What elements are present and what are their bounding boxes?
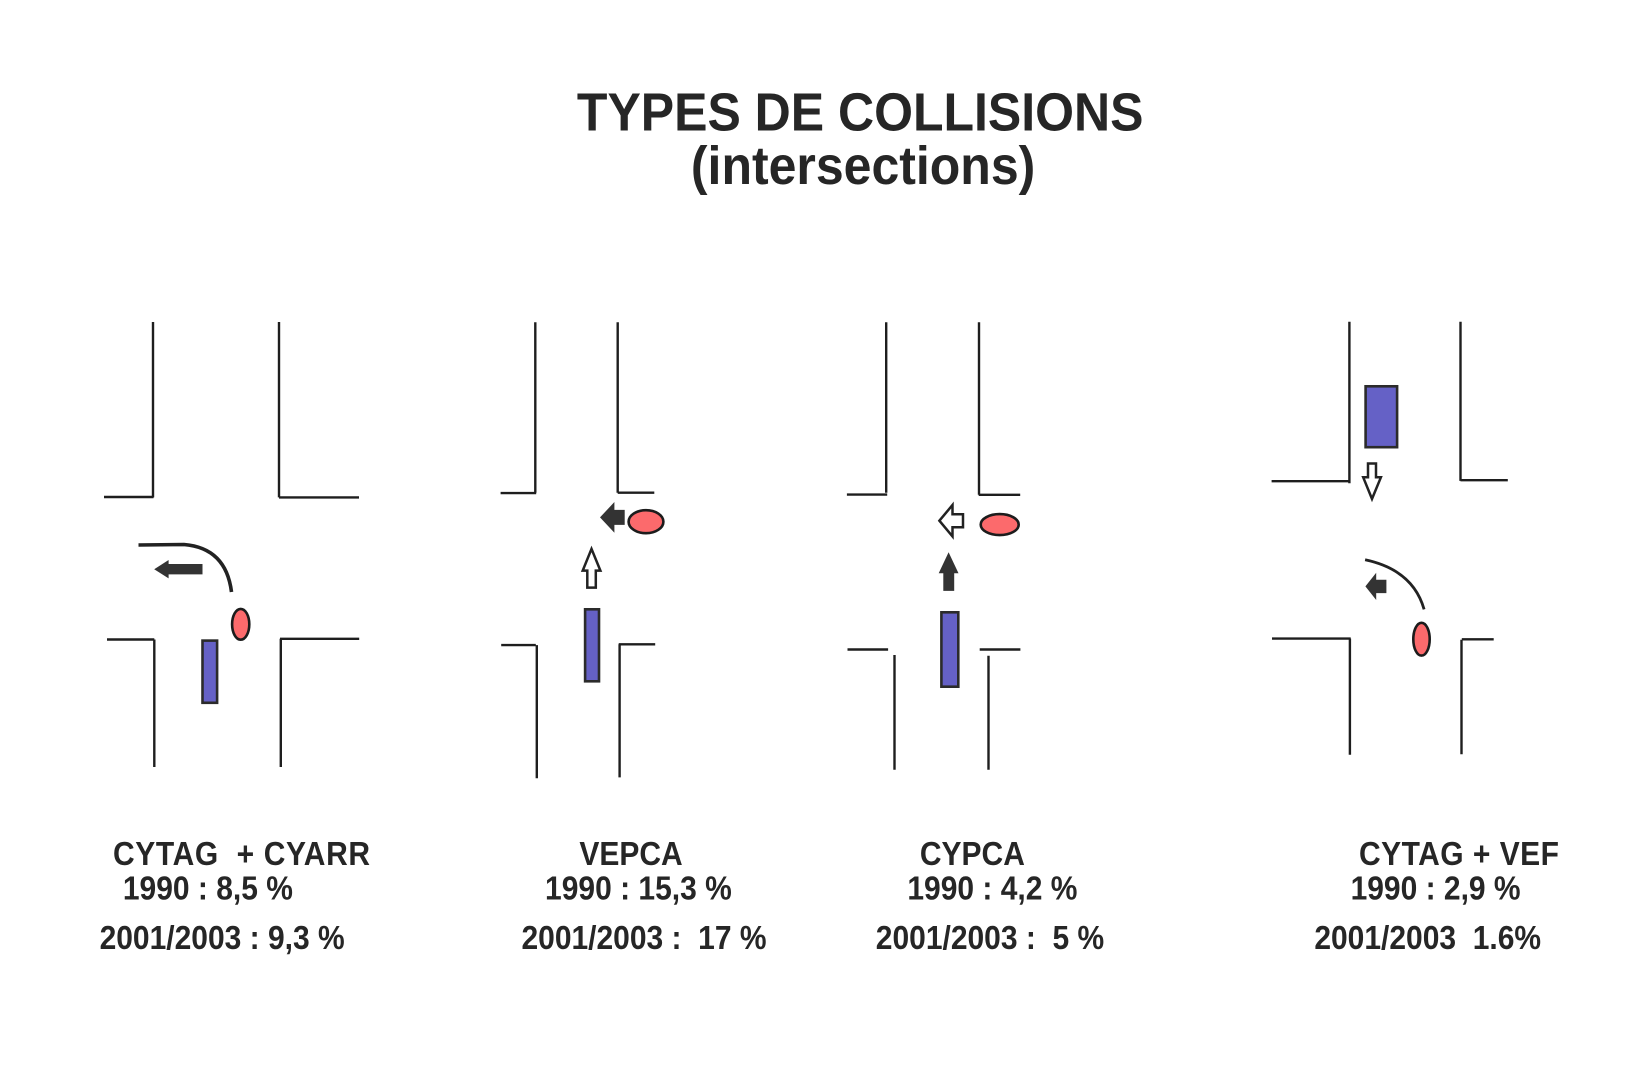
svg-text:2001/2003 1.6%: 2001/2003 1.6% (1314, 919, 1541, 957)
svg-text:TYPES DE COLLISIONS: TYPES DE COLLISIONS (577, 83, 1144, 143)
svg-text:CYTAG + VEF: CYTAG + VEF (1359, 835, 1559, 873)
svg-text:VEPCA: VEPCA (579, 835, 682, 873)
svg-text:1990 : 2,9 %: 1990 : 2,9 % (1351, 869, 1521, 907)
svg-text:(intersections): (intersections) (691, 136, 1035, 196)
svg-text:2001/2003 : 17 %: 2001/2003 : 17 % (521, 919, 766, 957)
svg-text:1990 : 4,2 %: 1990 : 4,2 % (907, 869, 1077, 907)
svg-text:CYTAG + CYARR: CYTAG + CYARR (113, 835, 370, 873)
svg-text:CYPCA: CYPCA (920, 835, 1025, 873)
svg-text:2001/2003 : 5 %: 2001/2003 : 5 % (876, 919, 1104, 957)
svg-text:1990 : 8,5 %: 1990 : 8,5 % (123, 869, 293, 907)
svg-text:2001/2003 : 9,3 %: 2001/2003 : 9,3 % (100, 919, 345, 957)
svg-text:1990 : 15,3 %: 1990 : 15,3 % (545, 869, 732, 907)
